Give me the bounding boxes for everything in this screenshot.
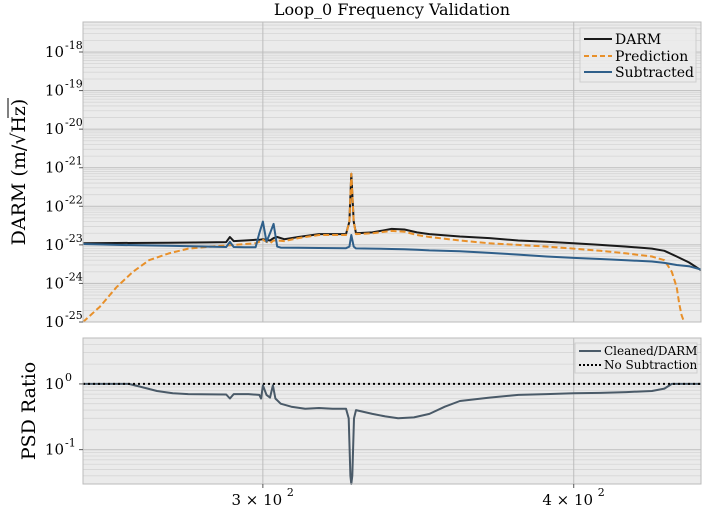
- bottom-plot-frame: [82, 337, 702, 485]
- legend-nosub-label: No Subtraction: [604, 358, 697, 372]
- bottom-x-tick-exponent: 2: [598, 486, 605, 499]
- top-chart-title: Loop_0 Frequency Validation: [274, 0, 510, 19]
- top-y-tick-exponent: -20: [65, 116, 83, 129]
- top-y-tick-exponent: -22: [65, 193, 83, 206]
- top-y-axis-label-prefix: DARM (m/: [8, 144, 30, 245]
- top-series-group: [82, 172, 702, 323]
- bottom-y-tick-label: 10: [45, 441, 64, 459]
- bottom-x-tick-label: 4 × 10: [542, 491, 593, 509]
- top-y-tick-exponent: -19: [65, 78, 83, 91]
- top-y-tick-exponent: -25: [65, 309, 83, 322]
- top-y-tick-label: 10: [45, 274, 64, 292]
- top-y-tick-label: 10: [45, 313, 64, 331]
- bottom-y-tick-exponent: 0: [65, 371, 72, 384]
- top-grid: [83, 22, 701, 323]
- bottom-y-axis-label: PSD Ratio: [18, 362, 40, 460]
- top-legend: DARM Prediction Subtracted: [579, 27, 697, 83]
- top-y-tick-label: 10: [45, 43, 64, 61]
- top-y-tick-label: 10: [45, 82, 64, 100]
- top-series-darm: [82, 172, 702, 272]
- bottom-y-tick-label: 10: [45, 375, 64, 393]
- bottom-y-tick-exponent: -1: [65, 437, 76, 450]
- bottom-legend-box: [574, 342, 698, 374]
- bottom-x-tick-exponent: 2: [287, 486, 294, 499]
- top-chart: Loop_0 Frequency Validation 10-1810-1910…: [7, 0, 702, 331]
- top-y-tick-label: 10: [45, 159, 64, 177]
- top-y-axis-label-suffix: Hz): [8, 99, 30, 133]
- bottom-legend: Cleaned/DARM No Subtraction: [574, 342, 698, 374]
- bottom-grid: [83, 337, 701, 485]
- top-y-axis-label: DARM (m/√Hz): [8, 99, 30, 246]
- top-y-tick-label: 10: [45, 236, 64, 254]
- legend-prediction-label: Prediction: [615, 49, 688, 65]
- sqrt-sign: √: [8, 132, 30, 145]
- bottom-x-tick-labels: 3 × 10 2 4 × 10 2: [231, 484, 605, 509]
- legend-subtracted-label: Subtracted: [615, 65, 694, 81]
- bottom-x-tick-label: 3 × 10: [231, 491, 282, 509]
- legend-cleaned-label: Cleaned/DARM: [604, 344, 697, 358]
- bottom-series-group: [83, 382, 701, 485]
- top-y-tick-label: 10: [45, 197, 64, 215]
- top-plot-frame: [82, 21, 702, 323]
- top-series-subtracted: [82, 220, 702, 271]
- top-y-tick-exponent: -23: [65, 232, 83, 245]
- top-y-tick-exponent: -24: [65, 270, 83, 283]
- top-y-tick-exponent: -18: [65, 39, 83, 52]
- bottom-series-cleaned-darm: [83, 382, 701, 485]
- legend-darm-label: DARM: [615, 32, 661, 48]
- top-y-tick-label: 10: [45, 120, 64, 138]
- top-y-tick-exponent: -21: [65, 155, 83, 168]
